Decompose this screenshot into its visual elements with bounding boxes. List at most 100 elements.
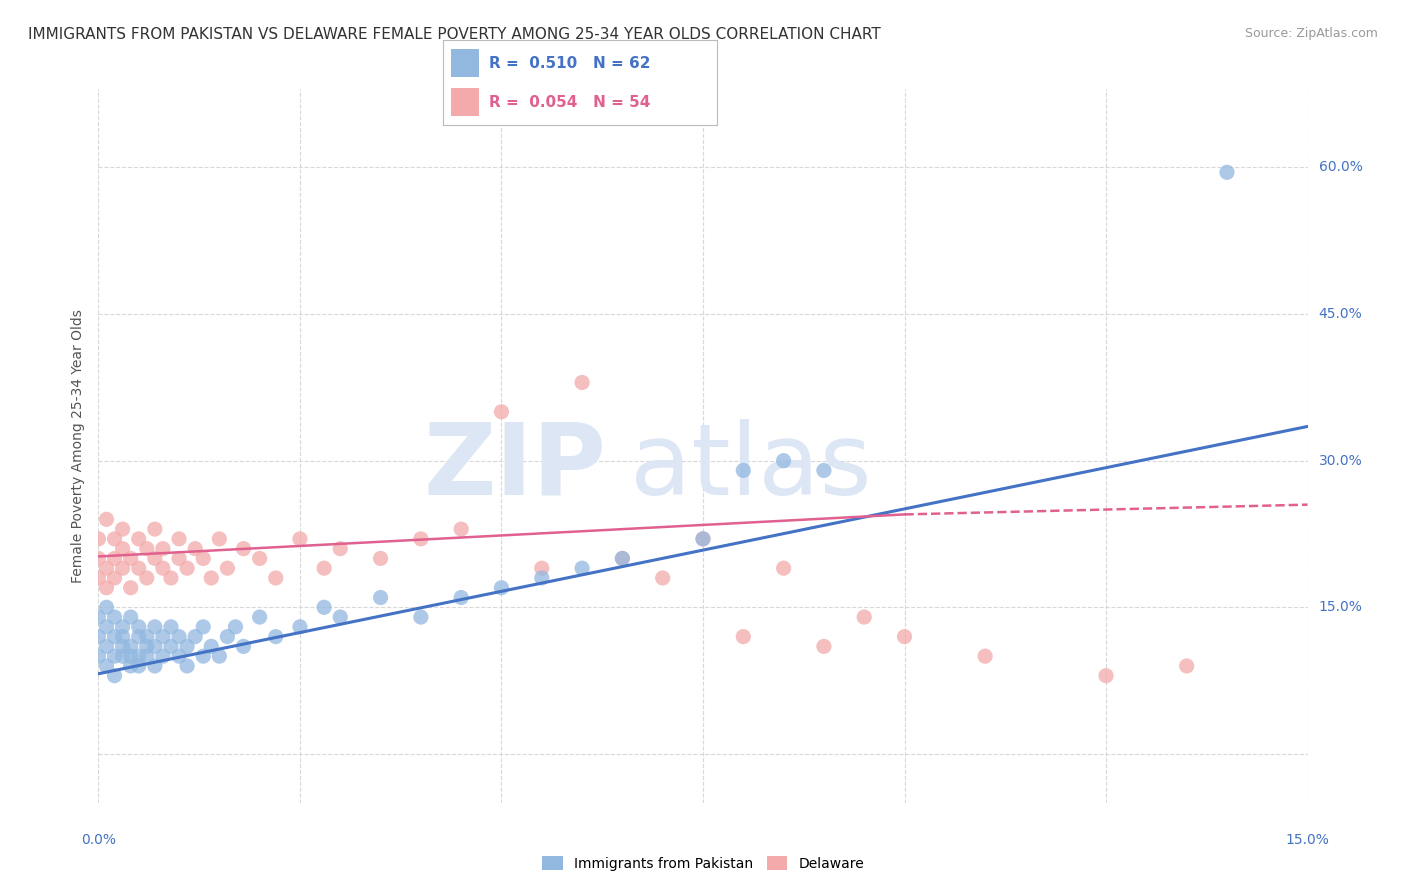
Point (450, 591, 472, 605)
Point (111, 541, 134, 556)
Point (612, 551, 634, 566)
Point (111, 620, 134, 634)
Text: 0.0%: 0.0% (82, 833, 115, 847)
Text: R =  0.510   N = 62: R = 0.510 N = 62 (489, 55, 651, 70)
Point (733, 463, 755, 477)
Point (152, 630, 174, 644)
Point (450, 522, 472, 536)
Point (111, 522, 134, 536)
Point (96, 659, 118, 673)
Point (167, 649, 190, 664)
Point (1216, 165, 1239, 179)
Text: Source: ZipAtlas.com: Source: ZipAtlas.com (1244, 27, 1378, 40)
Point (176, 561, 198, 575)
Point (96, 581, 118, 595)
Point (135, 630, 157, 644)
Point (370, 551, 392, 566)
Point (184, 541, 207, 556)
Point (111, 649, 134, 664)
Point (87, 571, 110, 585)
Bar (451, 87, 478, 116)
Point (193, 620, 215, 634)
Point (120, 581, 142, 595)
Point (853, 610, 876, 624)
Text: atlas: atlas (630, 419, 872, 516)
Point (152, 541, 174, 556)
Point (103, 630, 125, 644)
Point (111, 561, 134, 575)
Point (264, 630, 287, 644)
Point (193, 551, 215, 566)
Legend: Immigrants from Pakistan, Delaware: Immigrants from Pakistan, Delaware (536, 850, 870, 876)
Point (184, 630, 207, 644)
Point (120, 659, 142, 673)
Point (1095, 669, 1118, 683)
Point (530, 561, 553, 575)
Point (111, 640, 134, 654)
Text: ZIP: ZIP (423, 419, 606, 516)
Point (87, 630, 110, 644)
Point (103, 610, 125, 624)
Point (491, 405, 513, 419)
Point (217, 561, 239, 575)
Point (772, 453, 794, 467)
Point (409, 610, 432, 624)
Point (314, 561, 336, 575)
Point (135, 649, 157, 664)
Point (120, 551, 142, 566)
Point (733, 630, 755, 644)
Text: 15.0%: 15.0% (1285, 833, 1330, 847)
Point (193, 649, 215, 664)
Point (96, 600, 118, 615)
Point (103, 551, 125, 566)
Point (160, 571, 183, 585)
Point (813, 640, 835, 654)
Bar (451, 49, 478, 78)
Point (128, 561, 150, 575)
Point (167, 630, 190, 644)
Point (96, 512, 118, 526)
Point (208, 532, 231, 546)
Point (893, 630, 915, 644)
Point (143, 620, 166, 634)
Point (314, 600, 336, 615)
Point (96, 561, 118, 575)
Point (176, 659, 198, 673)
Point (120, 640, 142, 654)
Point (571, 376, 593, 390)
Point (120, 649, 142, 664)
Point (813, 463, 835, 477)
Point (329, 541, 352, 556)
Point (1175, 659, 1198, 673)
Text: IMMIGRANTS FROM PAKISTAN VS DELAWARE FEMALE POVERTY AMONG 25-34 YEAR OLDS CORREL: IMMIGRANTS FROM PAKISTAN VS DELAWARE FEM… (28, 27, 882, 42)
Point (87, 649, 110, 664)
Point (167, 532, 190, 546)
Point (409, 532, 432, 546)
Point (96, 620, 118, 634)
Point (103, 649, 125, 664)
Text: 45.0%: 45.0% (1319, 307, 1362, 321)
Point (249, 551, 271, 566)
Point (288, 532, 311, 546)
Text: 15.0%: 15.0% (1319, 600, 1362, 615)
Point (120, 610, 142, 624)
Point (772, 561, 794, 575)
Point (160, 640, 183, 654)
Point (249, 610, 271, 624)
Point (692, 532, 714, 546)
Point (329, 610, 352, 624)
Point (176, 640, 198, 654)
Point (224, 620, 246, 634)
Point (96, 640, 118, 654)
Point (232, 541, 254, 556)
Text: 30.0%: 30.0% (1319, 454, 1362, 467)
Point (571, 561, 593, 575)
Point (974, 649, 997, 664)
Point (103, 571, 125, 585)
Point (128, 630, 150, 644)
Point (128, 649, 150, 664)
Point (143, 640, 166, 654)
Point (128, 532, 150, 546)
Point (135, 640, 157, 654)
Point (491, 581, 513, 595)
